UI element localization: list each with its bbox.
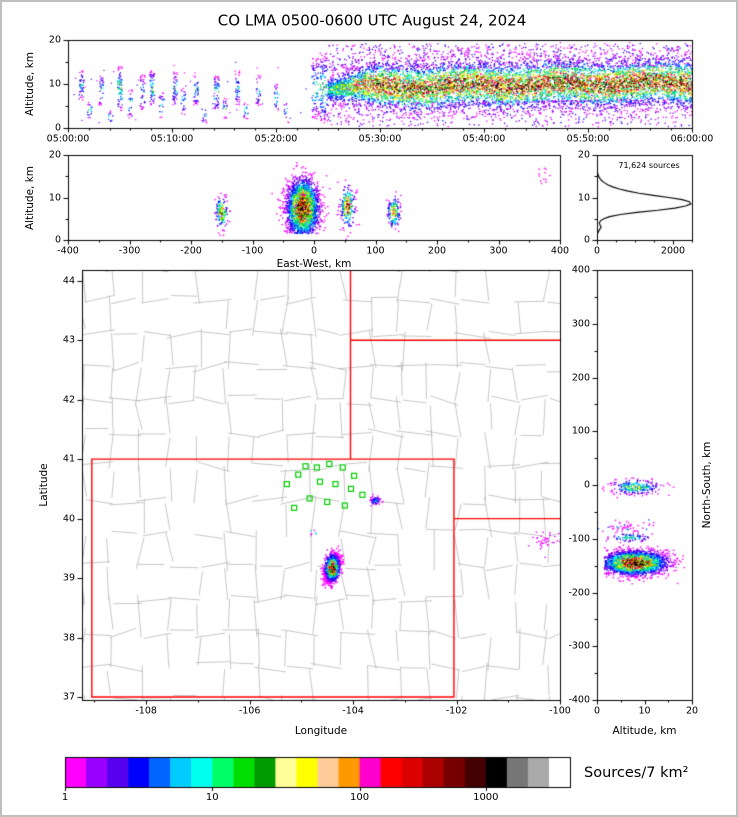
colorbar-label-text: Sources/7 km² [584, 764, 689, 781]
colorbar-label: Sources/7 km² [584, 766, 688, 781]
figure-title: CO LMA 0500-0600 UTC August 24, 2024 [217, 11, 527, 30]
